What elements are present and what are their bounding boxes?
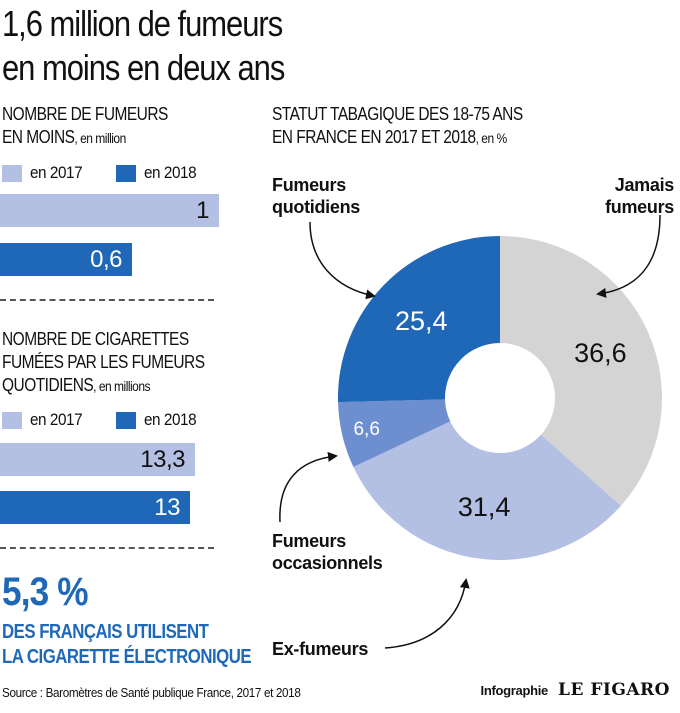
- cigarettes-header: NOMBRE DE CIGARETTES FUMÉES PAR LES FUME…: [2, 328, 205, 398]
- donut-header: STATUT TABAGIQUE DES 18-75 ANS EN FRANCE…: [272, 103, 523, 150]
- ecig-percent: 5,3 %: [2, 570, 89, 614]
- smokers-legend: en 2017 en 2018: [2, 163, 230, 183]
- callout-occasionnels: Fumeurs occasionnels: [272, 530, 383, 574]
- legend-swatch-2017: [2, 411, 22, 429]
- donut-header-line-1: STATUT TABAGIQUE DES 18-75 ANS: [272, 104, 523, 124]
- callout-arrow-jamais: [596, 214, 661, 298]
- bar-cigarettes-2017: 13,3: [0, 443, 195, 476]
- bar-value-cigarettes-2017: 13,3: [140, 445, 185, 473]
- callout-arrow-quotidiens: [309, 221, 376, 300]
- cigarettes-header-line-1: NOMBRE DE CIGARETTES: [2, 329, 189, 349]
- smokers-header-text: EN MOINS: [2, 127, 75, 147]
- credit-label: Infographie: [480, 683, 549, 698]
- smokers-header-line-1: NOMBRE DE FUMEURS: [2, 104, 168, 124]
- bar-cigarettes-2018: 13: [0, 491, 190, 524]
- cigarettes-legend: en 2017 en 2018: [2, 410, 230, 430]
- legend-label-2018: en 2018: [143, 410, 197, 429]
- callout-occasionnels-line-1: Fumeurs: [272, 531, 346, 551]
- credit: Infographie LE FIGARO: [481, 680, 670, 700]
- legend-swatch-2017: [2, 164, 22, 182]
- divider: [0, 547, 214, 549]
- callout-jamais-line-2: fumeurs: [605, 197, 674, 217]
- donut-unit: , en %: [475, 130, 508, 146]
- legend-swatch-2018: [115, 164, 136, 182]
- bar-smokers-2017: 1: [0, 194, 219, 227]
- source-note: Source : Baromètres de Santé publique Fr…: [2, 685, 301, 700]
- page-title: 1,6 million de fumeurs en moins en deux …: [2, 2, 570, 90]
- divider: [0, 299, 214, 301]
- bar-smokers-2018: 0,6: [0, 243, 132, 276]
- cigarettes-header-text: QUOTIDIENS: [2, 375, 94, 395]
- legend-label-2017: en 2017: [30, 163, 83, 182]
- title-line-1: 1,6 million de fumeurs: [2, 3, 283, 44]
- ecig-line-2: LA CIGARETTE ÉLECTRONIQUE: [2, 646, 252, 668]
- bar-value-cigarettes-2018: 13: [154, 493, 180, 521]
- legend-label-2018: en 2018: [143, 163, 197, 182]
- le-figaro-logo: LE FIGARO: [558, 680, 670, 700]
- callout-arrow-ex: [384, 578, 470, 649]
- legend-label-2017: en 2017: [30, 410, 83, 429]
- donut-slices: [338, 236, 663, 560]
- donut-header-text: EN FRANCE EN 2017 ET 2018: [272, 127, 476, 147]
- bar-value-smokers-2017: 1: [196, 196, 209, 224]
- donut-label-ex-fumeurs: 31,4: [458, 492, 511, 522]
- donut-slice-ex-fumeurs: [353, 421, 621, 560]
- callout-jamais-line-1: Jamais: [614, 175, 675, 195]
- callout-ex: Ex-fumeurs: [272, 639, 369, 659]
- bar-value-smokers-2018: 0,6: [90, 245, 122, 273]
- smokers-header-line-2: EN MOINS, en million: [2, 126, 168, 150]
- donut-label-fumeurs-occasionnels: 6,6: [353, 419, 379, 440]
- smokers-unit: , en million: [74, 130, 126, 146]
- donut-header-line-2: EN FRANCE EN 2017 ET 2018, en %: [272, 126, 523, 150]
- smokers-header: NOMBRE DE FUMEURS EN MOINS, en million: [2, 103, 168, 150]
- callout-quotidiens: Fumeurs quotidiens: [272, 174, 360, 218]
- donut-slice-fumeurs-quotidiens: [338, 236, 500, 403]
- callout-jamais: Jamais fumeurs: [605, 174, 674, 218]
- callout-quotidiens-line-2: quotidiens: [272, 197, 360, 217]
- legend-swatch-2018: [115, 411, 136, 429]
- cigarettes-header-line-2: FUMÉES PAR LES FUMEURS: [2, 352, 205, 372]
- cigarettes-header-line-3: QUOTIDIENS, en millions: [2, 374, 205, 398]
- donut-label-jamais-fumeurs: 36,6: [574, 338, 627, 368]
- ecig-text: DES FRANÇAIS UTILISENT LA CIGARETTE ÉLEC…: [2, 620, 252, 670]
- cigarettes-unit: , en millions: [93, 378, 151, 394]
- ecig-line-1: DES FRANÇAIS UTILISENT: [2, 621, 209, 643]
- donut-value-labels: 36,6 31,4 6,6 25,4: [353, 306, 626, 522]
- title-line-2: en moins en deux ans: [2, 47, 285, 88]
- callout-quotidiens-line-1: Fumeurs: [272, 175, 346, 195]
- donut-slice-fumeurs-occasionnels: [338, 399, 451, 467]
- callout-arrow-occasionnels: [279, 451, 338, 523]
- donut-slice-jamais-fumeurs: [500, 236, 663, 506]
- callout-occasionnels-line-2: occasionnels: [272, 553, 383, 573]
- donut-label-fumeurs-quotidiens: 25,4: [395, 306, 448, 336]
